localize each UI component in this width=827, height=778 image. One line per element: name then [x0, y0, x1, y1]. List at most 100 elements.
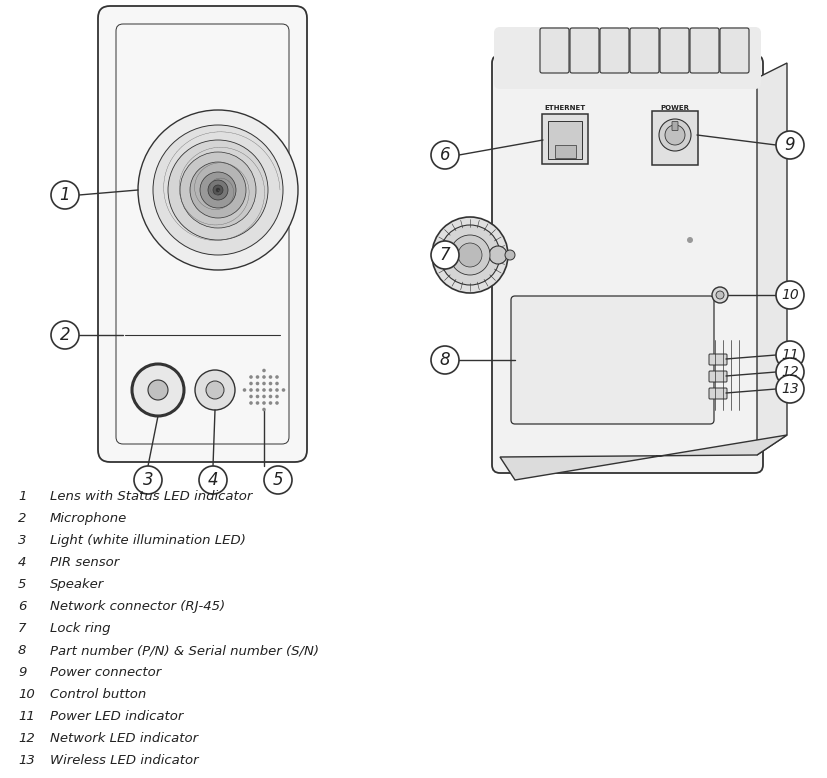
Circle shape: [269, 388, 272, 392]
Text: 12: 12: [782, 365, 799, 379]
Circle shape: [168, 140, 268, 240]
Circle shape: [776, 341, 804, 369]
Text: 11: 11: [18, 710, 35, 723]
Text: Power connector: Power connector: [50, 666, 161, 679]
FancyBboxPatch shape: [720, 28, 749, 73]
FancyBboxPatch shape: [709, 354, 727, 365]
Circle shape: [269, 375, 272, 379]
Circle shape: [432, 217, 508, 293]
Text: 1: 1: [18, 490, 26, 503]
Circle shape: [216, 188, 220, 192]
Circle shape: [213, 185, 223, 195]
FancyBboxPatch shape: [672, 121, 678, 131]
Circle shape: [505, 250, 515, 260]
Circle shape: [262, 382, 265, 385]
Text: Network connector (RJ-45): Network connector (RJ-45): [50, 600, 225, 613]
FancyBboxPatch shape: [690, 28, 719, 73]
Circle shape: [275, 382, 279, 385]
Circle shape: [51, 321, 79, 349]
FancyBboxPatch shape: [540, 28, 569, 73]
Circle shape: [256, 394, 260, 398]
Circle shape: [206, 381, 224, 399]
Circle shape: [716, 291, 724, 299]
Circle shape: [776, 131, 804, 159]
Text: 7: 7: [440, 246, 451, 264]
Circle shape: [776, 281, 804, 309]
Text: 2: 2: [18, 512, 26, 525]
Circle shape: [687, 237, 693, 243]
FancyBboxPatch shape: [554, 145, 576, 157]
Text: Power LED indicator: Power LED indicator: [50, 710, 184, 723]
Text: PIR sensor: PIR sensor: [50, 556, 119, 569]
Text: 9: 9: [785, 136, 796, 154]
Text: Microphone: Microphone: [50, 512, 127, 525]
Circle shape: [665, 125, 685, 145]
Circle shape: [262, 375, 265, 379]
Text: 3: 3: [143, 471, 153, 489]
Text: POWER: POWER: [661, 105, 690, 111]
Text: 5: 5: [273, 471, 284, 489]
Text: 1: 1: [60, 186, 70, 204]
Text: Part number (P/N) & Serial number (S/N): Part number (P/N) & Serial number (S/N): [50, 644, 319, 657]
Text: Lock ring: Lock ring: [50, 622, 111, 635]
Circle shape: [264, 466, 292, 494]
Text: 11: 11: [782, 348, 799, 362]
FancyBboxPatch shape: [542, 114, 588, 164]
Circle shape: [431, 346, 459, 374]
FancyBboxPatch shape: [494, 27, 761, 89]
Circle shape: [262, 369, 265, 373]
Text: 13: 13: [18, 754, 35, 767]
Circle shape: [190, 162, 246, 218]
Text: Lens with Status LED indicator: Lens with Status LED indicator: [50, 490, 252, 503]
Circle shape: [776, 358, 804, 386]
Circle shape: [275, 388, 279, 392]
Circle shape: [180, 152, 256, 228]
Circle shape: [249, 394, 253, 398]
Text: 8: 8: [18, 644, 26, 657]
Polygon shape: [757, 63, 787, 455]
FancyBboxPatch shape: [570, 28, 599, 73]
Circle shape: [275, 401, 279, 405]
FancyBboxPatch shape: [548, 121, 582, 159]
Text: Network LED indicator: Network LED indicator: [50, 732, 198, 745]
Circle shape: [269, 394, 272, 398]
Text: Speaker: Speaker: [50, 578, 104, 591]
FancyBboxPatch shape: [652, 111, 698, 165]
FancyBboxPatch shape: [98, 6, 307, 462]
FancyBboxPatch shape: [511, 296, 714, 424]
Circle shape: [51, 181, 79, 209]
Circle shape: [256, 382, 260, 385]
Text: 13: 13: [782, 382, 799, 396]
Circle shape: [275, 394, 279, 398]
Circle shape: [256, 388, 260, 392]
Text: 4: 4: [208, 471, 218, 489]
Text: 10: 10: [782, 288, 799, 302]
Text: 8: 8: [440, 351, 451, 369]
Circle shape: [208, 180, 228, 200]
Text: 5: 5: [18, 578, 26, 591]
Circle shape: [776, 375, 804, 403]
Circle shape: [256, 375, 260, 379]
FancyBboxPatch shape: [709, 371, 727, 382]
Text: Wireless LED indicator: Wireless LED indicator: [50, 754, 198, 767]
Circle shape: [458, 243, 482, 267]
Circle shape: [269, 401, 272, 405]
Circle shape: [195, 370, 235, 410]
Text: 7: 7: [18, 622, 26, 635]
Text: 9: 9: [18, 666, 26, 679]
Circle shape: [262, 394, 265, 398]
FancyBboxPatch shape: [630, 28, 659, 73]
Text: ETHERNET: ETHERNET: [544, 105, 586, 111]
Circle shape: [440, 225, 500, 285]
Circle shape: [249, 388, 253, 392]
Circle shape: [431, 141, 459, 169]
Circle shape: [249, 375, 253, 379]
Circle shape: [262, 388, 265, 392]
Circle shape: [262, 401, 265, 405]
Circle shape: [148, 380, 168, 400]
Circle shape: [431, 241, 459, 269]
FancyBboxPatch shape: [600, 28, 629, 73]
Text: 12: 12: [18, 732, 35, 745]
Circle shape: [269, 382, 272, 385]
Circle shape: [275, 375, 279, 379]
